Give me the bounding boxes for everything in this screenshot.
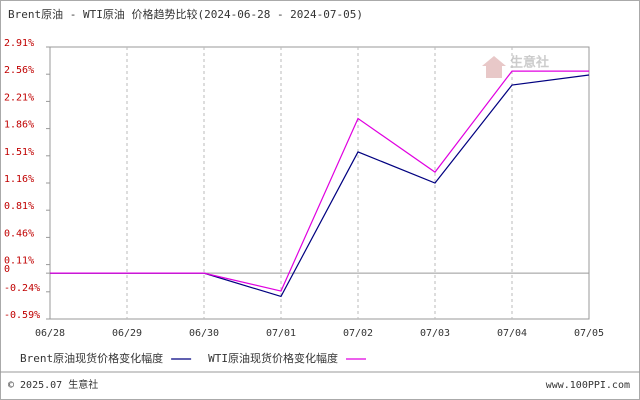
x-tick-label: 07/05 [574, 328, 604, 339]
x-tick-label: 06/30 [189, 328, 219, 339]
y-tick-label: 0.46% [4, 228, 34, 239]
x-tick-label: 07/04 [497, 328, 527, 339]
y-tick-label: 1.86% [4, 120, 34, 131]
x-tick-label: 07/01 [266, 328, 296, 339]
y-tick-label: 1.16% [4, 174, 34, 185]
y-tick-label: 2.91% [4, 38, 34, 49]
y-tick-label: 0.81% [4, 201, 34, 212]
chart-title: Brent原油 - WTI原油 价格趋势比较(2024-06-28 - 2024… [8, 7, 363, 21]
x-tick-label: 06/28 [35, 328, 65, 339]
y-tick-label: 0 [4, 264, 10, 275]
y-tick-label: 1.51% [4, 147, 34, 158]
footer-copyright: © 2025.07 生意社 [8, 378, 98, 391]
y-tick-label: 2.21% [4, 92, 34, 103]
y-tick-label: -0.59% [4, 310, 40, 321]
x-tick-label: 07/02 [343, 328, 373, 339]
watermark: 生意社 [510, 55, 549, 71]
series-line [50, 70, 589, 292]
watermark-logo [482, 56, 506, 78]
y-tick-label: 0.11% [4, 256, 34, 267]
x-tick-label: 06/29 [112, 328, 142, 339]
x-tick-label: 07/03 [420, 328, 450, 339]
footer-site: www.100PPI.com [546, 380, 630, 391]
y-tick-label: 2.56% [4, 65, 34, 76]
y-tick-label: -0.24% [4, 283, 40, 294]
legend-label: WTI原油现货价格变化幅度 [208, 351, 338, 365]
legend-label: Brent原油现货价格变化幅度 [20, 351, 163, 365]
